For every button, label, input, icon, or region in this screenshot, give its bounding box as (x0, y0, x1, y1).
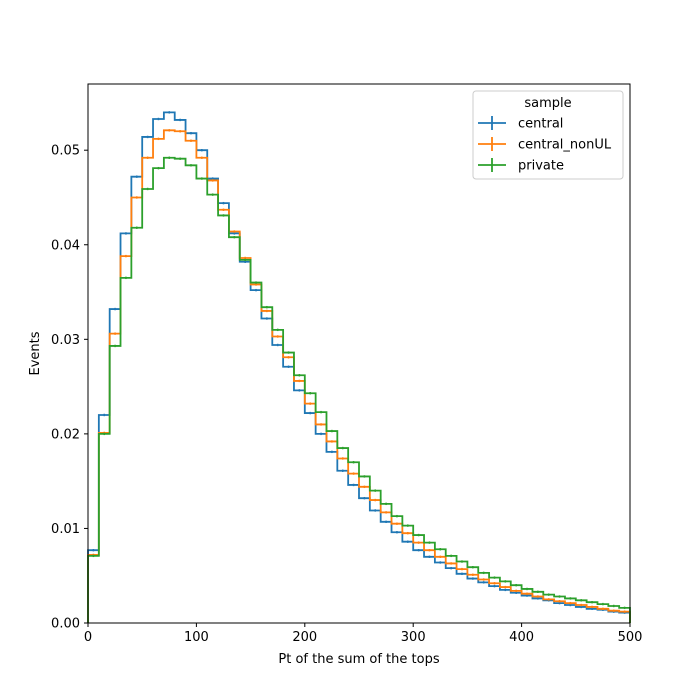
legend-title: sample (524, 96, 571, 111)
y-tick-label: 0.04 (51, 238, 80, 253)
legend-label-central: central (518, 117, 563, 132)
x-axis-label: Pt of the sum of the tops (278, 652, 439, 667)
y-tick-label: 0.03 (51, 333, 80, 348)
y-axis-label: Events (28, 331, 43, 375)
x-tick-label: 200 (292, 630, 317, 645)
x-tick-label: 0 (84, 630, 92, 645)
y-tick-label: 0.02 (51, 427, 80, 442)
x-axis: 0 100 200 300 400 500 (84, 623, 643, 645)
series-line-private (87, 156, 631, 623)
y-tick-label: 0.00 (51, 617, 80, 632)
y-axis: 0.00 0.01 0.02 0.03 0.04 0.05 (51, 144, 88, 632)
series-private (87, 156, 631, 623)
legend-box (472, 90, 624, 180)
legend-label-central_nonUL: central_nonUL (518, 138, 612, 153)
x-tick-label: 100 (184, 630, 209, 645)
series-line-central_nonUL (87, 129, 631, 623)
x-tick-label: 300 (401, 630, 426, 645)
y-tick-label: 0.05 (51, 144, 80, 159)
y-tick-label: 0.01 (51, 522, 80, 537)
plot-frame (87, 83, 631, 624)
x-tick-label: 500 (618, 630, 643, 645)
legend-label-private: private (518, 159, 564, 174)
series-layer (87, 111, 631, 623)
x-tick-label: 400 (509, 630, 534, 645)
